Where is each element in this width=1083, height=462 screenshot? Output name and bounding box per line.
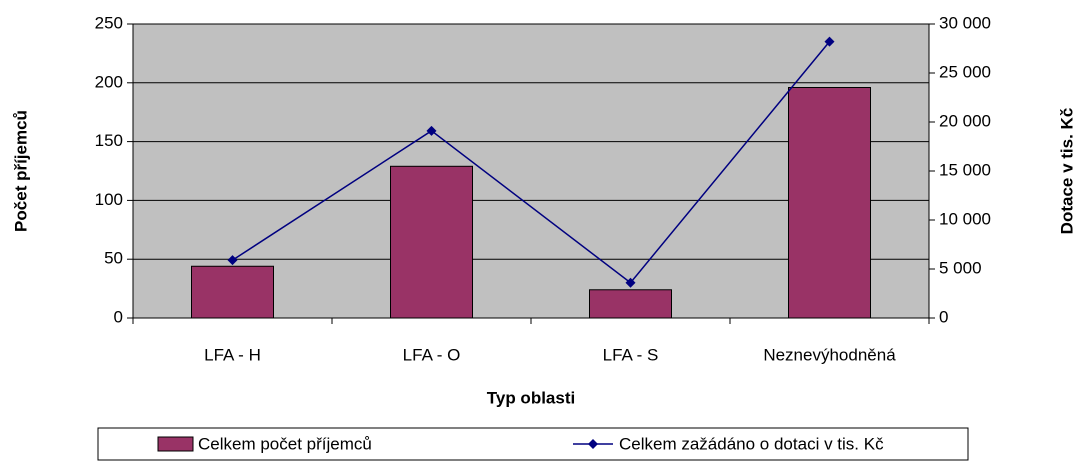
marker [426, 125, 437, 136]
legend-marker [588, 439, 598, 449]
y2-tick-label: 15 000 [939, 160, 991, 179]
bar [390, 165, 473, 319]
legend-swatch [157, 436, 194, 452]
y2-tick-label: 0 [939, 307, 948, 326]
y-tick-label: 100 [95, 190, 123, 209]
bar [788, 87, 871, 319]
y2-tick-label: 10 000 [939, 209, 991, 228]
y2-tick-label: 30 000 [939, 13, 991, 32]
bar [589, 289, 672, 319]
marker [824, 36, 835, 47]
y-tick-label: 200 [95, 72, 123, 91]
y2-tick-label: 20 000 [939, 111, 991, 130]
x-tick-label: Neznevýhodněná [763, 345, 896, 364]
y-tick-label: 250 [95, 13, 123, 32]
x-tick-label: LFA - H [204, 345, 261, 364]
y2-tick-label: 25 000 [939, 62, 991, 81]
marker [625, 277, 636, 288]
x-tick-label: LFA - O [403, 345, 461, 364]
legend [97, 427, 969, 461]
y2-tick-label: 5 000 [939, 258, 982, 277]
marker [227, 255, 238, 266]
legend-label: Celkem zažádáno o dotaci v tis. Kč [619, 434, 884, 453]
y2-axis-title: Dotace v tis. Kč [1057, 108, 1076, 235]
y-tick-label: 50 [104, 249, 123, 268]
y-tick-label: 150 [95, 131, 123, 150]
x-axis-title: Typ oblasti [487, 388, 575, 407]
bar [191, 265, 274, 319]
legend-label: Celkem počet příjemců [198, 434, 372, 453]
y-axis-title: Počet příjemců [11, 110, 30, 232]
line [232, 41, 831, 284]
x-tick-label: LFA - S [603, 345, 659, 364]
y-tick-label: 0 [114, 307, 123, 326]
